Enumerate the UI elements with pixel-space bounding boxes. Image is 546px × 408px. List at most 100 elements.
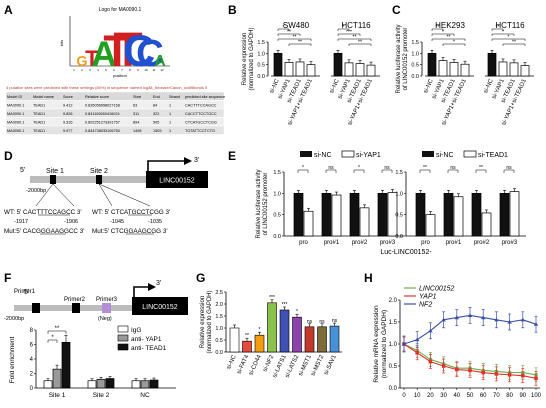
x-tick-label: pro#3 <box>380 240 396 246</box>
table-cell: 9.977 <box>63 129 73 133</box>
panel-label-e: E <box>228 149 236 163</box>
legend-label: si-NC <box>314 152 332 159</box>
f-tss-label: LINC00152 <box>142 304 178 311</box>
tss-box <box>146 171 208 188</box>
y-tick-label: 6 <box>30 343 34 349</box>
f-primer3: Primer3 <box>96 297 118 303</box>
panel-d: 5' 3' Site 1 Site 2 LINC00152 -2000bp WT… <box>4 157 208 235</box>
wt-site1-end: -1906 <box>64 219 78 225</box>
cell-line-label: SW480 <box>283 21 310 30</box>
legend-label: si-TEAD1 <box>478 152 508 159</box>
bar <box>415 192 426 237</box>
sig-mark: *** <box>269 295 275 301</box>
y-tick-label: 2.5 <box>215 290 223 296</box>
sig-bracket <box>277 38 312 41</box>
wt-site2-end: -1035 <box>148 219 162 225</box>
y-axis-label-2: (normalized to GAPDH) <box>207 290 213 353</box>
table-cell: 322 <box>153 112 159 116</box>
sig-mark: * <box>442 30 444 36</box>
logo-tick: 9 <box>137 68 139 72</box>
bar <box>333 52 343 77</box>
bar <box>242 340 252 353</box>
panel-e: Relative luciferase activity of LINC00152… <box>256 150 526 256</box>
wt-site1: WT: 5' CACTTTCCAGCC 3' <box>4 209 82 216</box>
y-tick-label: 2 <box>30 372 34 378</box>
logo-tick: 4 <box>97 68 99 72</box>
bar <box>377 192 388 237</box>
x-tick-label: si-SAV1 <box>323 354 338 376</box>
sig-mark: ** <box>436 25 440 31</box>
y-tick-label: 4 <box>30 357 34 363</box>
y-tick-label: 0.0 <box>389 386 398 392</box>
logo-letter: A <box>91 35 116 74</box>
sig-bracket <box>337 33 361 36</box>
table-cell: 1498 <box>133 129 141 133</box>
table-cell: 905 <box>153 121 159 125</box>
promoter-bar <box>30 176 146 183</box>
bar <box>317 326 327 353</box>
panel-label-h: H <box>364 271 373 285</box>
table-cell: 1 <box>169 112 171 116</box>
table-cell: MA0090.1 <box>7 121 24 125</box>
wt-site1-start: -1917 <box>14 219 28 225</box>
logo-tick: 8 <box>129 68 131 72</box>
bar <box>105 378 115 389</box>
y-tick-label: 1.0 <box>273 191 281 197</box>
x-tick-label: pro#3 <box>502 240 518 246</box>
bar <box>52 368 62 389</box>
sig-bracket <box>419 169 431 173</box>
panel-label-f: F <box>4 271 11 285</box>
sig-bracket <box>431 28 444 31</box>
bar <box>487 52 497 77</box>
bar <box>43 380 53 389</box>
table-cell: MA0090.1 <box>7 129 24 133</box>
bar <box>449 62 459 77</box>
bar <box>438 60 448 77</box>
x-tick-label: 0 <box>402 393 406 399</box>
y-axis-label: Relative luciferase activity <box>396 24 402 93</box>
panel-label-d: D <box>4 149 13 163</box>
legend-swatch <box>341 150 355 158</box>
sig-mark: * <box>508 35 510 41</box>
x-tick-label: si-NC <box>226 354 238 371</box>
sig-mark: * <box>343 25 345 31</box>
logo-letter: A <box>154 53 166 70</box>
f-primer1-marker <box>32 303 40 313</box>
x-tick-label: pro#2 <box>352 240 368 246</box>
y-axis-label-2: of LINC00152 promoter <box>263 173 269 236</box>
logo-yaxis: bits <box>59 40 64 46</box>
x-tick-label: si-NF2 <box>262 354 275 373</box>
table-cell: 1 <box>169 104 171 108</box>
three-prime-label: 3' <box>194 157 199 164</box>
sig-mark: ** <box>479 165 483 171</box>
table-cell: Relative score <box>85 95 109 99</box>
f-five-prime: 5' <box>24 289 29 296</box>
sig-mark: *** <box>282 302 288 308</box>
table-cell: 0.802251273391757 <box>85 121 120 125</box>
panel-a: Logo for MA0090.1 bits position GTATTCCA… <box>5 7 225 135</box>
y-tick-label: 2.0 <box>215 302 223 308</box>
x-tick-label: si-CD44 <box>248 354 263 377</box>
bar <box>460 63 470 77</box>
sig-mark: ns <box>328 165 334 171</box>
panel-label-g: G <box>196 271 205 285</box>
logo-title: Logo for MA0090.1 <box>99 7 142 13</box>
bar <box>498 61 508 77</box>
x-tick-label: 70 <box>493 393 500 399</box>
series-line <box>403 343 537 379</box>
sig-bracket <box>47 330 67 334</box>
sig-bracket <box>502 43 526 46</box>
legend-label: YAP1 <box>419 294 437 301</box>
sig-mark: * <box>296 309 298 315</box>
table-cell: 9.826 <box>63 112 73 116</box>
panel-c: Relative luciferase activity of LINC00152… <box>396 21 534 127</box>
mut-site1: Mut:5' CACGGGAAGGCC 3' <box>4 228 84 235</box>
sig-mark: ns <box>450 165 456 171</box>
y-tick-label: 1.0 <box>411 51 419 57</box>
prediction-table: Model ID Model name Score Relative score Sta… <box>5 91 225 135</box>
f-three-prime: 3' <box>156 280 161 287</box>
panel-f-chart: Fold enrichment 0 2 4 6 8 Site 1 Site 2 NC *** IgG… <box>9 325 176 399</box>
bar <box>321 192 332 237</box>
f-primer1: Primer1 <box>14 289 36 295</box>
bar <box>131 380 141 389</box>
